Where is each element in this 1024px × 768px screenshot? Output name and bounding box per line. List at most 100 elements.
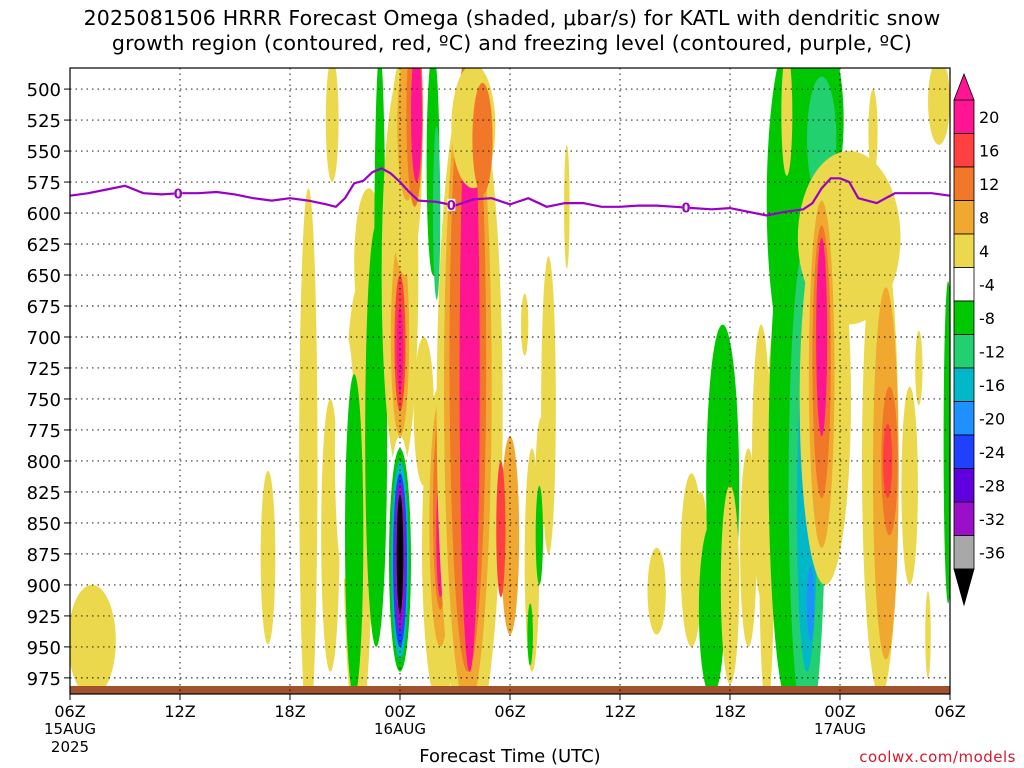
omega-region-51: [698, 522, 725, 694]
freezing-label-bg-2: [682, 201, 690, 214]
omega-region-5: [325, 68, 339, 183]
freezing-level-contour: 0 0 0: [70, 167, 950, 217]
colorbar-label-0: 20: [979, 108, 999, 127]
omega-region-71: [816, 237, 828, 437]
omega-region-2: [299, 188, 318, 694]
y-axis: 500 525 550 575 600 625 650 675 700 725 750 775 800 8…: [27, 80, 70, 690]
freezing-label-0: 0: [174, 187, 183, 202]
colorbar-segment-2: [953, 166, 975, 201]
colorbar-label-3: 8: [979, 208, 989, 227]
omega-region-39: [496, 460, 506, 598]
omega-shading-layer: [70, 68, 950, 694]
omega-region-79: [928, 68, 950, 145]
omega-region-44: [521, 293, 529, 356]
colorbar-label-1: 16: [979, 141, 999, 160]
x-tick-label-12: 18Z: [274, 702, 305, 721]
colorbar-bottom-arrow: [953, 568, 975, 607]
x-tick-sublabel-42: 17AUG: [814, 720, 866, 738]
gridlines: [69, 68, 951, 694]
colorbar-label-4: 4: [979, 242, 989, 261]
omega-region-56: [752, 324, 771, 598]
y-tick-label-800: 800: [27, 452, 61, 473]
y-tick-label-950: 950: [27, 638, 61, 659]
y-tick-label-975: 975: [27, 669, 61, 690]
x-tick-label-30: 12Z: [604, 702, 635, 721]
colorbar-segment-6: [953, 300, 975, 335]
colorbar-label-12: -32: [979, 510, 1005, 529]
omega-region-43: [527, 603, 533, 666]
omega-region-8: [345, 374, 364, 694]
omega-region-47: [647, 547, 666, 635]
omega-region-46: [564, 144, 570, 269]
omega-region-26: [413, 336, 434, 486]
colorbar-segment-1: [953, 133, 975, 168]
colorbar-segment-8: [953, 367, 975, 402]
y-tick-label-925: 925: [27, 607, 61, 628]
colorbar: 20 16 12 8 4 -4 -8 -12 -16 -20 -24 -28 -32 -36: [953, 72, 1005, 607]
y-tick-label-600: 600: [27, 204, 61, 225]
colorbar-segment-7: [953, 334, 975, 369]
x-tick-label-24: 06Z: [494, 702, 525, 721]
colorbar-label-5: -4: [979, 275, 995, 294]
omega-region-31: [433, 126, 441, 300]
colorbar-label-13: -36: [979, 543, 1005, 562]
freezing-label-2: 0: [681, 202, 690, 217]
freezing-label-1: 0: [447, 199, 456, 214]
omega-region-35: [459, 76, 480, 672]
omega-region-80: [943, 281, 950, 604]
x-tick-label-48: 06Z: [934, 702, 965, 721]
omega-region-62: [781, 68, 793, 176]
colorbar-segment-9: [953, 401, 975, 436]
y-tick-label-900: 900: [27, 576, 61, 597]
x-tick-sublabel-18: 16AUG: [374, 720, 426, 738]
x-tick-sublabel2-0: 2025: [51, 738, 89, 756]
x-tick-label-36: 18Z: [714, 702, 745, 721]
colorbar-label-7: -12: [979, 342, 1005, 361]
freezing-label-bg-1: [447, 198, 456, 211]
freezing-label-bg-0: [174, 187, 183, 200]
x-tick-label-18: 00Z: [384, 702, 415, 721]
colorbar-segment-13: [953, 535, 975, 570]
colorbar-label-8: -16: [979, 376, 1005, 395]
omega-region-10: [374, 68, 386, 449]
y-tick-label-700: 700: [27, 328, 61, 349]
colorbar-segment-0: [953, 99, 975, 134]
x-axis-label: Forecast Time (UTC): [419, 746, 601, 767]
colorbar-label-11: -28: [979, 476, 1005, 495]
y-tick-label-575: 575: [27, 173, 61, 194]
colorbar-segment-4: [953, 233, 975, 268]
omega-region-78: [925, 591, 931, 678]
omega-region-75: [883, 423, 893, 499]
omega-region-42: [535, 485, 543, 585]
x-tick-label-0: 06Z: [54, 702, 85, 721]
y-tick-label-500: 500: [27, 80, 61, 101]
y-tick-label-650: 650: [27, 266, 61, 287]
x-tick-label-42: 00Z: [824, 702, 855, 721]
colorbar-label-6: -8: [979, 309, 995, 328]
omega-region-61: [807, 566, 815, 641]
freezing-level-line: [70, 167, 950, 217]
y-tick-label-775: 775: [27, 421, 61, 442]
credit-text: coolwx.com/models: [859, 748, 1016, 766]
colorbar-segment-11: [953, 468, 975, 503]
omega-region-1: [260, 470, 276, 645]
colorbar-top-arrow: [953, 72, 975, 101]
y-tick-label-625: 625: [27, 235, 61, 256]
omega-region-77: [915, 330, 923, 406]
y-tick-label-725: 725: [27, 359, 61, 380]
chart-title: 2025081506 HRRR Forecast Omega (shaded, …: [83, 6, 941, 55]
colorbar-label-10: -24: [979, 443, 1005, 462]
colorbar-segment-3: [953, 200, 975, 235]
y-tick-label-875: 875: [27, 545, 61, 566]
omega-region-3: [321, 398, 340, 672]
y-tick-label-675: 675: [27, 297, 61, 318]
x-tick-label-6: 12Z: [164, 702, 195, 721]
colorbar-segment-10: [953, 434, 975, 469]
y-tick-label-750: 750: [27, 390, 61, 411]
y-tick-label-825: 825: [27, 483, 61, 504]
omega-region-0: [70, 584, 116, 694]
omega-region-76: [901, 386, 918, 585]
omega-region-37: [472, 82, 493, 195]
